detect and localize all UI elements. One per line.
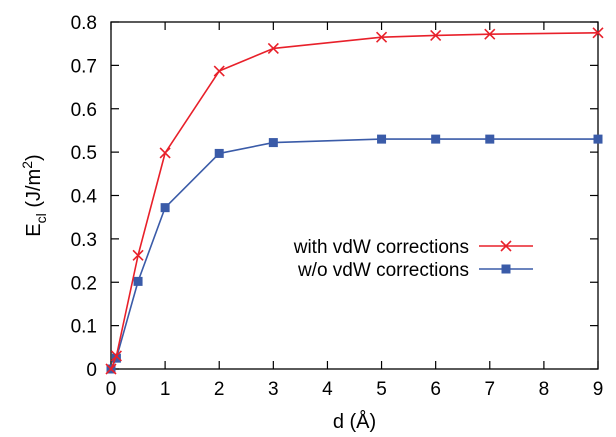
x-tick-label: 8 [539, 379, 550, 400]
data-point [430, 29, 442, 42]
y-axis-label-subscript: cl [33, 213, 49, 223]
y-tick-label: 0.6 [71, 100, 97, 121]
y-axis-label: Ecl (J/m2) [19, 154, 49, 236]
legend-label: w/o vdW corrections [297, 260, 469, 281]
data-point [213, 65, 225, 77]
data-point [267, 42, 279, 55]
legend-marker [500, 240, 512, 252]
legend-entry: with vdW corrections [293, 237, 533, 258]
data-point [132, 249, 144, 261]
y-tick-label: 0.8 [71, 13, 97, 34]
y-axis-label-superscript: 2 [19, 161, 35, 169]
data-point [593, 134, 603, 144]
data-point [375, 31, 388, 43]
x-axis-label: d (Å) [333, 410, 376, 433]
data-point [214, 148, 224, 158]
x-tick-label: 3 [268, 379, 279, 400]
data-point [105, 363, 117, 375]
y-axis-label-main: E [23, 223, 45, 236]
y-tick-label: 0.3 [71, 230, 97, 251]
y-tick-label: 0.7 [71, 56, 97, 77]
legend-label: with vdW corrections [293, 237, 469, 258]
data-point [431, 134, 441, 144]
data-point [377, 134, 387, 144]
x-tick-label: 5 [376, 379, 387, 400]
data-point [133, 276, 143, 286]
x-tick-label: 0 [106, 379, 117, 400]
data-point [110, 350, 122, 362]
axis-labels-group: d (Å)Ecl (J/m2) [19, 154, 376, 433]
y-tick-label: 0.2 [71, 273, 97, 294]
x-tick-label: 4 [322, 379, 333, 400]
y-tick-label: 0.1 [71, 317, 97, 338]
y-tick-label: 0 [86, 360, 97, 381]
x-tick-label: 9 [593, 379, 604, 400]
x-tick-label: 7 [484, 379, 495, 400]
y-tick-label: 0.5 [71, 143, 97, 164]
x-tick-label: 1 [160, 379, 171, 400]
legend-marker [501, 264, 511, 274]
data-point [111, 353, 121, 363]
plot-frame-group [110, 21, 599, 370]
data-point [160, 203, 170, 213]
ticks-group: 0 1 2 3 4 5 6 7 8 9 0 0.1 0.2 0.3 0.4 0.5 0.6 0.7 0.8 [71, 13, 604, 400]
y-tick-label: 0.4 [71, 187, 98, 208]
y-axis-label-units-close: ) [23, 154, 45, 161]
data-point [484, 28, 496, 40]
legend-entry: w/o vdW corrections [297, 260, 533, 281]
series-group [105, 27, 604, 375]
x-tick-label: 2 [214, 379, 225, 400]
data-point [159, 147, 171, 159]
series-line [110, 32, 599, 370]
data-point [268, 138, 278, 148]
series-line [110, 138, 598, 370]
series-with-vdw [105, 27, 604, 375]
y-axis-label-units: (J/m [23, 169, 45, 213]
data-point [592, 27, 604, 39]
plot-frame [110, 21, 599, 370]
x-tick-label: 6 [430, 379, 441, 400]
data-point [485, 134, 495, 144]
